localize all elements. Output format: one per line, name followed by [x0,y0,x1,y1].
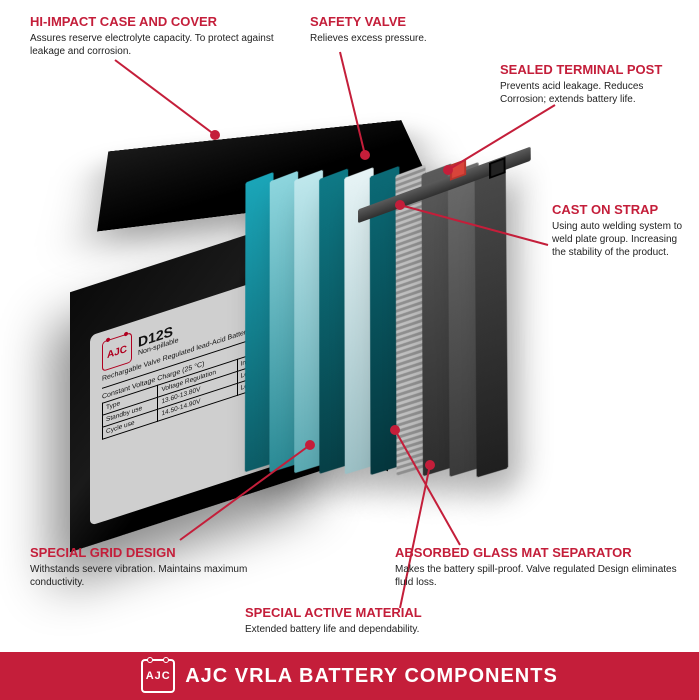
footer-bar: AJC AJC VRLA BATTERY COMPONENTS [0,652,699,700]
callout-absorbed-mat: ABSORBED GLASS MAT SEPARATOR Makes the b… [395,545,685,589]
callout-desc: Extended battery life and dependability. [245,623,525,636]
callout-title: SPECIAL ACTIVE MATERIAL [245,605,525,620]
callout-desc: Using auto welding system to weld plate … [552,220,692,259]
callout-title: CAST ON STRAP [552,202,692,217]
callout-desc: Prevents acid leakage. Reduces Corrosion… [500,80,685,106]
footer-logo: AJC [141,659,175,693]
callout-desc: Makes the battery spill-proof. Valve reg… [395,563,685,589]
callout-active-material: SPECIAL ACTIVE MATERIAL Extended battery… [245,605,525,636]
callout-cast-on-strap: CAST ON STRAP Using auto welding system … [552,202,692,259]
callout-title: SPECIAL GRID DESIGN [30,545,260,560]
callout-desc: Withstands severe vibration. Maintains m… [30,563,260,589]
label-logo-text: AJC [107,343,127,361]
callout-desc: Assures reserve electrolyte capacity. To… [30,32,290,58]
footer-title: AJC VRLA BATTERY COMPONENTS [185,665,558,688]
callout-title: HI-IMPACT CASE AND COVER [30,14,290,29]
callout-sealed-terminal: SEALED TERMINAL POST Prevents acid leaka… [500,62,685,106]
callout-grid-design: SPECIAL GRID DESIGN Withstands severe vi… [30,545,260,589]
battery-illustration: AJC D12S Non-spillable Rechargable Valve… [70,130,530,560]
callout-hi-impact: HI-IMPACT CASE AND COVER Assures reserve… [30,14,290,58]
infographic-canvas: AJC D12S Non-spillable Rechargable Valve… [0,0,699,700]
label-logo: AJC [102,332,132,372]
callout-title: SAFETY VALVE [310,14,510,29]
callout-title: ABSORBED GLASS MAT SEPARATOR [395,545,685,560]
callout-title: SEALED TERMINAL POST [500,62,685,77]
footer-logo-text: AJC [146,671,171,682]
callout-desc: Relieves excess pressure. [310,32,510,45]
battery-plates [245,164,547,485]
callout-safety-valve: SAFETY VALVE Relieves excess pressure. [310,14,510,45]
